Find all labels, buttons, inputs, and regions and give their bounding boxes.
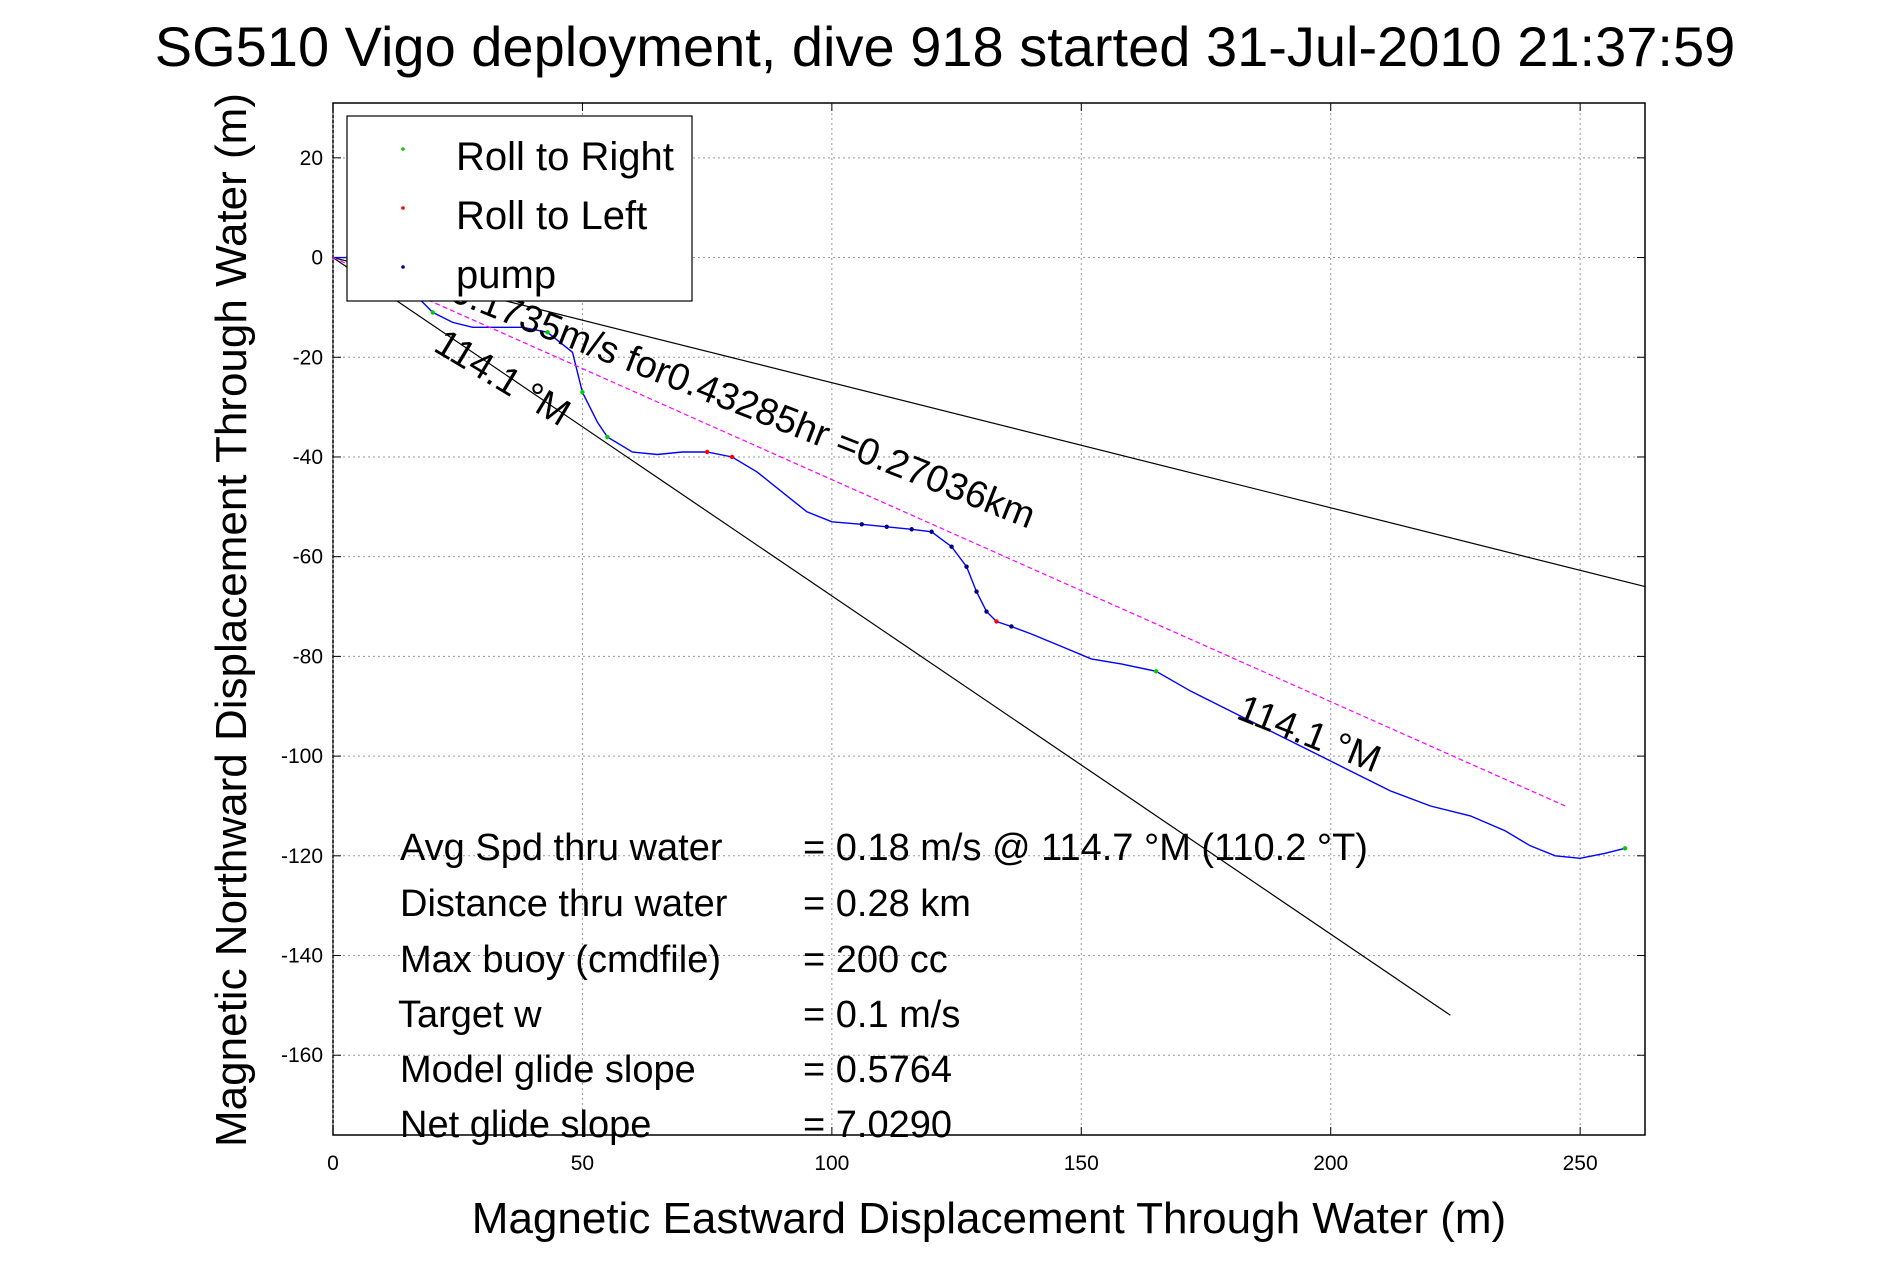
stat-value-target-w: = 0.1 m/s (803, 994, 960, 1036)
marker-roll-right (545, 330, 550, 335)
marker-roll-right (605, 434, 610, 440)
x-tick-label: 100 (814, 1152, 849, 1175)
marker-roll-right (430, 310, 435, 315)
marker-roll-left (729, 454, 735, 460)
stat-value-avg-speed: = 0.18 m/s @ 114.7 °M (110.2 °T) (803, 827, 1368, 869)
legend-marker-roll-right (401, 147, 405, 151)
stat-value-model-glide: = 0.5764 (803, 1049, 952, 1091)
stat-label-avg-speed: Avg Spd thru water (400, 827, 723, 869)
marker-pump (909, 527, 914, 532)
marker-roll-right (580, 389, 585, 395)
series-thin-line-2 (332, 257, 1451, 1016)
stat-label-distance: Distance thru water (400, 883, 728, 925)
stat-label-model-glide: Model glide slope (400, 1049, 696, 1091)
y-tick-label: -120 (281, 845, 323, 868)
y-tick-label: -140 (281, 945, 323, 968)
marker-pump (1009, 624, 1014, 629)
x-tick-label: 250 (1563, 1152, 1598, 1175)
stat-value-distance: = 0.28 km (803, 883, 971, 925)
chart-title: SG510 Vigo deployment, dive 918 started … (155, 15, 1736, 78)
stat-value-max-buoy: = 200 cc (803, 939, 948, 981)
stat-label-net-glide: Net glide slope (400, 1104, 651, 1146)
series-dashed-3 (332, 257, 1566, 807)
marker-roll-left (704, 449, 710, 455)
x-ticks: 0 50 100 150 200 250 (327, 103, 1598, 1175)
stat-label-target-w: Target w (398, 994, 542, 1036)
marker-roll-right (1153, 669, 1159, 674)
stat-label-max-buoy: Max buoy (cmdfile) (400, 939, 721, 981)
series-thin-line-1 (332, 257, 1646, 588)
marker-pump (964, 564, 969, 569)
y-tick-label: -160 (281, 1044, 323, 1067)
x-tick-label: 50 (571, 1152, 594, 1175)
x-tick-label: 0 (327, 1152, 339, 1175)
legend-label-roll-right: Roll to Right (456, 135, 674, 179)
y-tick-label: -40 (293, 446, 323, 469)
marker-roll-right (1622, 846, 1628, 851)
x-axis-label: Magnetic Eastward Displacement Through W… (472, 1194, 1506, 1243)
marker-pump (929, 529, 934, 534)
marker-pump (859, 522, 864, 527)
x-tick-label: 200 (1313, 1152, 1348, 1175)
legend: Roll to Right Roll to Left pump (346, 115, 693, 302)
marker-pump (984, 609, 989, 614)
marker-roll-left (994, 619, 999, 624)
marker-pump (949, 544, 954, 549)
y-tick-label: -60 (293, 546, 323, 569)
legend-label-roll-left: Roll to Left (456, 194, 647, 238)
stat-value-net-glide: = 7.0290 (803, 1104, 952, 1146)
y-tick-label: -100 (281, 745, 323, 768)
x-tick-label: 150 (1064, 1152, 1099, 1175)
marker-pump (974, 589, 979, 594)
y-ticks: 20 0 -20 -40 -60 -80 -100 -120 -140 -160 (281, 147, 1645, 1067)
stats-block: Avg Spd thru water = 0.18 m/s @ 114.7 °M… (398, 827, 1368, 1146)
y-tick-label: -80 (293, 645, 323, 668)
legend-marker-pump (401, 265, 405, 269)
legend-marker-roll-left (401, 206, 405, 210)
legend-label-pump: pump (456, 253, 556, 297)
marker-pump (884, 524, 889, 529)
y-tick-label: 20 (300, 147, 323, 170)
y-axis-label: Magnetic Northward Displacement Through … (207, 93, 256, 1147)
y-tick-label: -20 (293, 346, 323, 369)
y-tick-label: 0 (311, 247, 323, 270)
